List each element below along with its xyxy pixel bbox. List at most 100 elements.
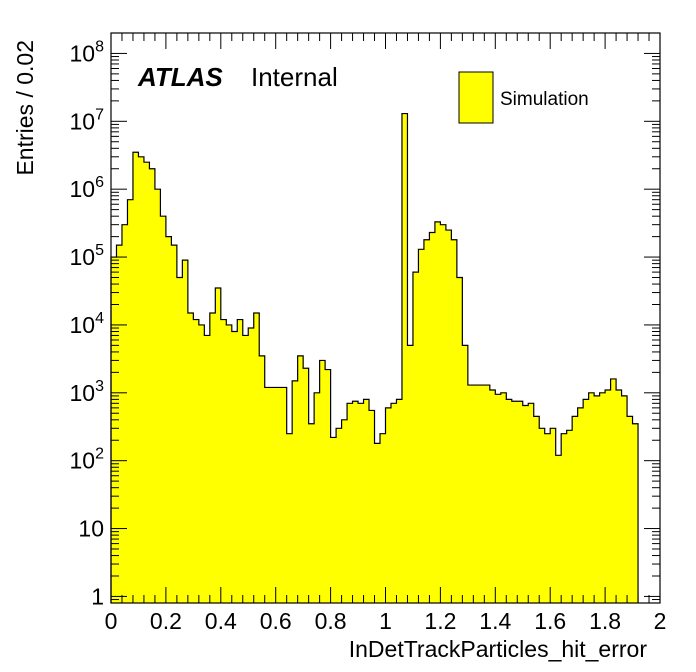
histogram-bar (605, 389, 611, 603)
histogram-bar (154, 189, 161, 603)
histogram-bar (111, 257, 117, 603)
histogram-bar (616, 389, 622, 603)
histogram-layer (110, 112, 639, 604)
histogram-bar (347, 403, 353, 603)
histogram-outline (110, 112, 639, 603)
histogram-bar (473, 385, 480, 603)
histogram-bar (462, 345, 469, 603)
y-tick-label: 10 (78, 516, 104, 542)
histogram-bar (385, 407, 392, 603)
x-tick-label: 0.6 (260, 608, 292, 634)
histogram-bar (264, 387, 271, 603)
x-tick-label: 1.6 (534, 608, 566, 634)
x-tick-label: 1.2 (424, 608, 456, 634)
histogram-bar (314, 392, 321, 603)
histogram-bar (132, 152, 139, 604)
histogram-bar (176, 277, 183, 603)
x-tick-label: 0.2 (150, 608, 182, 634)
y-axis-title: Entries / 0.02 (12, 40, 38, 176)
histogram-bar (358, 403, 364, 603)
histogram-bar (121, 224, 128, 604)
histogram-bar (171, 245, 178, 603)
histogram-bar (336, 428, 342, 603)
histogram-bar (610, 378, 617, 603)
histogram-bar (374, 443, 381, 603)
histogram-bar (380, 433, 386, 603)
tick-marks (110, 32, 661, 604)
histogram-bar (138, 156, 145, 603)
histogram-bar (456, 277, 463, 603)
y-tick-label: 107 (70, 106, 105, 134)
legend: Simulation (458, 71, 589, 124)
histogram-bar (165, 236, 172, 603)
legend-entry-label: Simulation (500, 89, 589, 110)
y-tick-label: 105 (70, 242, 105, 270)
histogram-bar (599, 392, 606, 603)
histogram-bar (484, 385, 491, 603)
histogram-bar (127, 199, 134, 603)
histogram-bar (220, 319, 227, 603)
histogram-bar (555, 455, 562, 603)
histogram-bar (231, 331, 238, 603)
histogram-bar (445, 230, 452, 604)
histogram-bar (621, 395, 628, 603)
histogram-bar (544, 433, 551, 603)
histogram-bar (116, 245, 123, 603)
histogram-bar (143, 162, 150, 603)
histogram-bar (522, 405, 529, 603)
histogram-bar (390, 403, 397, 603)
histogram-bar (286, 433, 293, 603)
histogram-bar (237, 319, 244, 603)
histogram-bar (440, 224, 447, 604)
histogram-bar (412, 272, 419, 603)
histogram-bar (418, 249, 425, 603)
histogram-bar (566, 430, 573, 603)
histogram-bar (275, 387, 282, 603)
histogram-bar (451, 239, 458, 603)
histogram-bar (517, 401, 524, 603)
histogram-bar (632, 423, 639, 603)
histogram-bar (506, 399, 513, 603)
y-tick-label: 108 (70, 38, 105, 66)
histogram-bar (182, 260, 189, 603)
x-tick-label: 0.8 (315, 608, 347, 634)
histogram-bar (583, 399, 590, 603)
y-tick-label: 106 (70, 174, 105, 202)
histogram-bar (396, 399, 403, 603)
internal-label: Internal (251, 62, 338, 92)
histogram-bar (187, 312, 194, 603)
x-tick-label: 1.8 (589, 608, 621, 634)
histogram-bar (193, 319, 200, 603)
histogram-bar (539, 428, 546, 603)
histogram-bar (467, 385, 474, 603)
histogram-bar (209, 312, 216, 603)
histogram-bar (270, 387, 277, 603)
histogram-bar (369, 410, 375, 603)
histogram-bar (429, 232, 436, 603)
histogram-bar (495, 394, 502, 603)
x-tick-label: 0 (105, 608, 118, 634)
x-tick-labels: 0 0.2 0.4 0.6 0.8 1 1.2 1.4 1.6 1.8 2 (105, 608, 667, 634)
histogram-bar (511, 401, 518, 603)
histogram-bar (407, 345, 414, 603)
x-tick-label: 2 (654, 608, 667, 634)
x-axis-title: InDetTrackParticles_hit_error (349, 636, 648, 662)
y-tick-label: 102 (70, 446, 105, 474)
histogram-bar (319, 360, 326, 603)
atlas-label: ATLAS (137, 62, 223, 92)
histogram-bar (500, 392, 507, 603)
histogram-bar (363, 399, 370, 603)
y-tick-label: 104 (70, 310, 105, 338)
x-tick-label: 1 (379, 608, 392, 634)
histogram-bar (149, 168, 156, 604)
histogram-bar (215, 287, 222, 603)
histogram-bar (550, 428, 557, 603)
histogram-bar (352, 401, 359, 603)
histogram-bar (489, 389, 496, 603)
histogram-bar (533, 416, 540, 603)
histogram-bar (259, 355, 266, 603)
histogram-bar (588, 392, 595, 603)
histogram-bar (198, 324, 205, 603)
histogram-bar (627, 416, 633, 603)
